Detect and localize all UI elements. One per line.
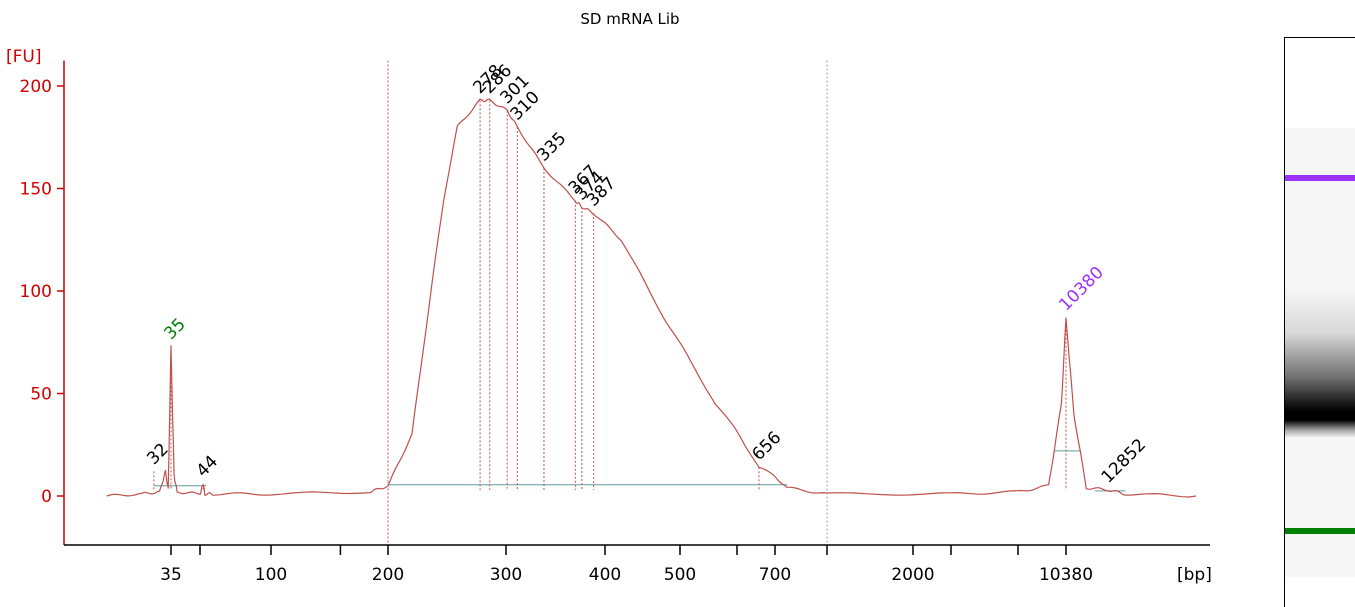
- x-tick-label: 500: [664, 565, 696, 585]
- peak-label: 10380: [1055, 263, 1107, 315]
- y-axis-label: [FU]: [6, 47, 42, 67]
- y-tick-label: 0: [41, 487, 52, 507]
- gel-lower-marker-band: [1285, 528, 1355, 534]
- chart-title: SD mRNA Lib: [580, 10, 679, 28]
- x-axis-label: [bp]: [1177, 565, 1212, 585]
- region-markers: [387, 60, 828, 545]
- peak-label: 12852: [1098, 435, 1150, 487]
- x-tick-label: 700: [759, 565, 791, 585]
- peak-baselines: [153, 450, 1126, 492]
- peak-label: 44: [193, 452, 222, 481]
- y-tick-label: 200: [20, 77, 52, 97]
- x-tick-label: 300: [490, 565, 522, 585]
- gel-sample-band: [1285, 288, 1355, 438]
- y-tick-label: 150: [20, 180, 52, 200]
- peak-label: 35: [160, 314, 189, 343]
- x-tick-label: 400: [589, 565, 621, 585]
- axes: 0 50 100 150 200 35 100 200 300 400 500 700 2000 1038…: [20, 60, 1210, 585]
- y-tick-label: 50: [30, 385, 52, 405]
- y-tick-label: 100: [20, 282, 52, 302]
- x-tick-label: 10380: [1039, 565, 1093, 585]
- x-tick-label: 2000: [891, 565, 934, 585]
- x-tick-label: 35: [160, 565, 182, 585]
- electropherogram-chart: SD mRNA Lib [FU] [bp] 0 50 100 150 200 35 100 2…: [6, 10, 1212, 585]
- peak-droplines: [153, 100, 1109, 490]
- electropherogram-trace: [106, 98, 1197, 498]
- gel-lane: [1284, 37, 1355, 607]
- x-tick-label: 200: [372, 565, 404, 585]
- gel-upper-marker-band: [1285, 175, 1355, 181]
- x-tick-label: 100: [255, 565, 287, 585]
